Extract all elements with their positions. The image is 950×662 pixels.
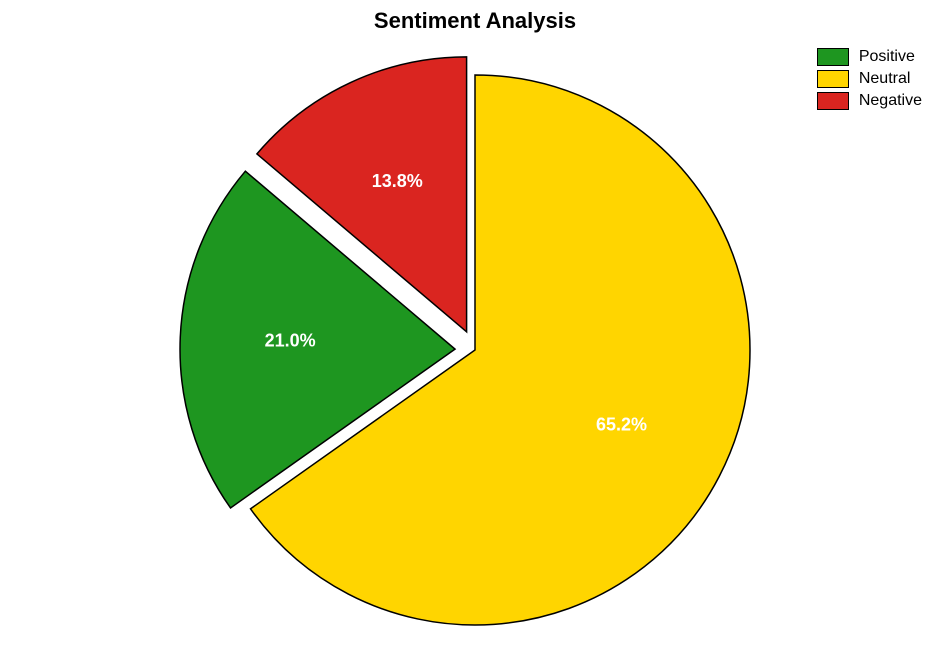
legend-item-negative: Negative [817, 92, 922, 110]
legend-label-negative: Negative [859, 92, 922, 110]
legend: Positive Neutral Negative [817, 48, 922, 114]
legend-item-positive: Positive [817, 48, 922, 66]
legend-swatch-negative [817, 92, 849, 110]
pie-label-positive: 21.0% [265, 331, 316, 351]
legend-label-positive: Positive [859, 48, 915, 66]
legend-label-neutral: Neutral [859, 70, 911, 88]
legend-swatch-positive [817, 48, 849, 66]
pie-svg: 65.2% 21.0% 13.8% [0, 0, 950, 662]
pie-label-negative: 13.8% [372, 171, 423, 191]
legend-swatch-neutral [817, 70, 849, 88]
pie-label-neutral: 65.2% [596, 415, 647, 435]
legend-item-neutral: Neutral [817, 70, 922, 88]
sentiment-pie-chart: Sentiment Analysis 65.2%21.0%13.8% Posit… [0, 0, 950, 662]
